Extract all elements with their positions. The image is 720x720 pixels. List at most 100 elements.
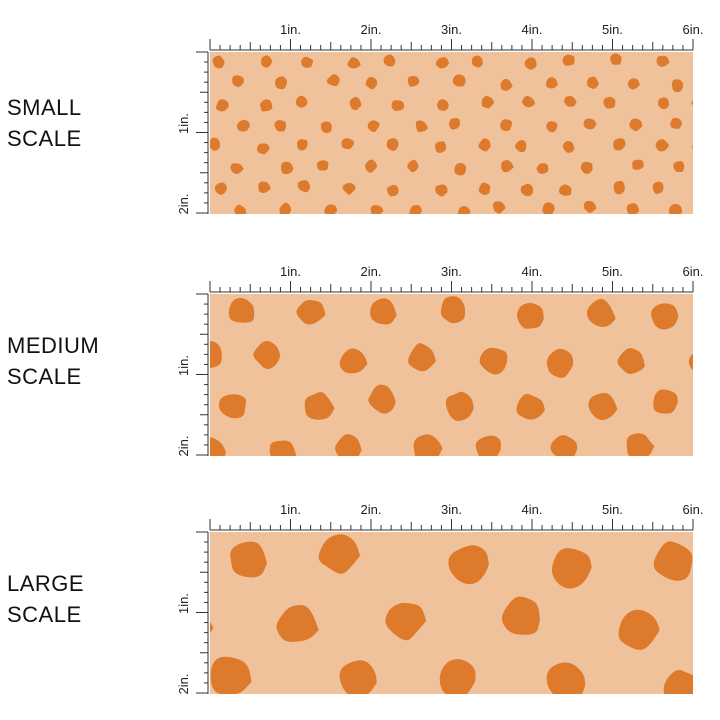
polka-dot bbox=[583, 118, 597, 130]
polka-dot bbox=[218, 394, 247, 419]
section-small-scale: SMALL SCALE 1in. 2in. 3in. 4in. 5in. 6in. 1in.… bbox=[0, 14, 720, 214]
polka-dot bbox=[367, 120, 380, 133]
polka-dot bbox=[368, 384, 396, 414]
polka-dot bbox=[671, 79, 684, 93]
polka-dot bbox=[275, 76, 288, 90]
ruler-label-horizontal: 4in. bbox=[522, 22, 543, 37]
polka-dot bbox=[212, 55, 225, 69]
polka-dot bbox=[326, 74, 340, 87]
polka-dot bbox=[347, 57, 361, 69]
polka-dot bbox=[479, 347, 508, 375]
scale-label: SMALL SCALE bbox=[7, 92, 167, 154]
polka-dot bbox=[210, 437, 226, 456]
polka-dot bbox=[370, 298, 397, 325]
polka-dot bbox=[492, 201, 506, 214]
ruler-label-horizontal: 5in. bbox=[602, 502, 623, 517]
polka-dot bbox=[564, 95, 577, 107]
polka-dot bbox=[256, 143, 270, 155]
polka-dot bbox=[546, 662, 586, 694]
polka-dot bbox=[562, 140, 575, 153]
polka-dot bbox=[551, 548, 592, 589]
ruler-label-horizontal: 6in. bbox=[683, 502, 704, 517]
polka-dot bbox=[558, 184, 572, 196]
ruler-label-horizontal: 2in. bbox=[361, 502, 382, 517]
polka-dot bbox=[434, 141, 447, 153]
section-large-scale: LARGE SCALE 1in. 2in. 3in. 4in. 5in. 6in. 1in.… bbox=[0, 494, 720, 694]
polka-dot bbox=[435, 184, 448, 197]
ruler-label-horizontal: 6in. bbox=[683, 264, 704, 279]
polka-dot bbox=[297, 139, 308, 151]
polka-dot bbox=[457, 205, 471, 214]
polka-dot bbox=[586, 76, 599, 89]
polka-dot bbox=[409, 205, 422, 214]
polka-dot bbox=[478, 138, 491, 152]
polka-dot bbox=[342, 182, 356, 195]
polka-dot bbox=[386, 138, 399, 151]
polka-dot bbox=[304, 391, 335, 420]
polka-dot bbox=[588, 393, 618, 420]
polka-dot bbox=[603, 96, 616, 109]
polka-dot bbox=[656, 55, 670, 67]
polka-dot bbox=[613, 181, 625, 195]
polka-dot bbox=[655, 139, 669, 152]
polka-dot bbox=[618, 609, 660, 650]
ruler-label-vertical: 1in. bbox=[176, 113, 191, 134]
scale-label-line1: LARGE bbox=[7, 571, 85, 596]
polka-dot bbox=[449, 117, 460, 130]
polka-dot bbox=[386, 184, 399, 197]
polka-dot bbox=[501, 596, 540, 635]
polka-dot bbox=[297, 180, 311, 193]
polka-dot bbox=[550, 435, 578, 456]
polka-dot bbox=[516, 393, 545, 420]
polka-dot bbox=[546, 121, 558, 133]
polka-dot bbox=[617, 348, 645, 374]
scale-label: MEDIUM SCALE bbox=[7, 330, 167, 392]
polka-dot bbox=[626, 203, 640, 214]
polka-dot bbox=[692, 144, 693, 150]
polka-dot bbox=[415, 120, 428, 133]
ruler-label-vertical: 2in. bbox=[176, 194, 191, 215]
polka-dot bbox=[663, 669, 693, 694]
ruler: 1in. 2in. 3in. 4in. 5in. 6in. 1in. 2in. bbox=[176, 264, 704, 456]
polka-dot bbox=[230, 541, 267, 578]
polka-dot bbox=[452, 74, 466, 87]
polka-dot bbox=[448, 545, 489, 585]
polka-dot bbox=[629, 118, 643, 132]
ruler-label-horizontal: 1in. bbox=[280, 22, 301, 37]
fabric-swatch-medium bbox=[210, 294, 693, 456]
section-medium-scale: MEDIUM SCALE 1in. 2in. 3in. 4in. 5in. 6in. 1in… bbox=[0, 256, 720, 456]
polka-dot bbox=[653, 541, 693, 581]
polka-dot bbox=[318, 534, 361, 574]
polka-dot bbox=[214, 182, 227, 195]
polka-dot bbox=[210, 137, 220, 151]
polka-dot bbox=[210, 621, 214, 633]
polka-dot bbox=[296, 300, 326, 325]
polka-dot bbox=[210, 341, 222, 368]
polka-dot bbox=[583, 200, 597, 213]
polka-dot bbox=[478, 182, 491, 195]
polka-dot bbox=[632, 159, 644, 170]
scale-label-line2: SCALE bbox=[7, 364, 82, 389]
scale-label-line1: SMALL bbox=[7, 95, 82, 120]
polka-dot bbox=[339, 348, 368, 374]
polka-dot bbox=[280, 161, 294, 175]
ruler-label-vertical: 2in. bbox=[176, 674, 191, 695]
polka-dot bbox=[365, 159, 377, 173]
polka-dot bbox=[658, 97, 670, 110]
polka-dot bbox=[475, 435, 501, 456]
polka-dot bbox=[320, 121, 332, 133]
polka-dot bbox=[295, 95, 308, 108]
polka-dot bbox=[370, 205, 384, 214]
ruler-label-horizontal: 4in. bbox=[522, 264, 543, 279]
polka-dot bbox=[546, 348, 574, 378]
scale-label: LARGE SCALE bbox=[7, 568, 167, 630]
polka-dot bbox=[454, 163, 467, 176]
polka-dot bbox=[435, 57, 449, 69]
polka-dot bbox=[500, 78, 513, 91]
polka-dot bbox=[261, 55, 273, 68]
polka-dot bbox=[586, 298, 616, 327]
polka-dot bbox=[236, 119, 250, 132]
polka-dot bbox=[232, 75, 244, 87]
polka-dot bbox=[279, 202, 292, 214]
polka-dot bbox=[407, 159, 419, 173]
